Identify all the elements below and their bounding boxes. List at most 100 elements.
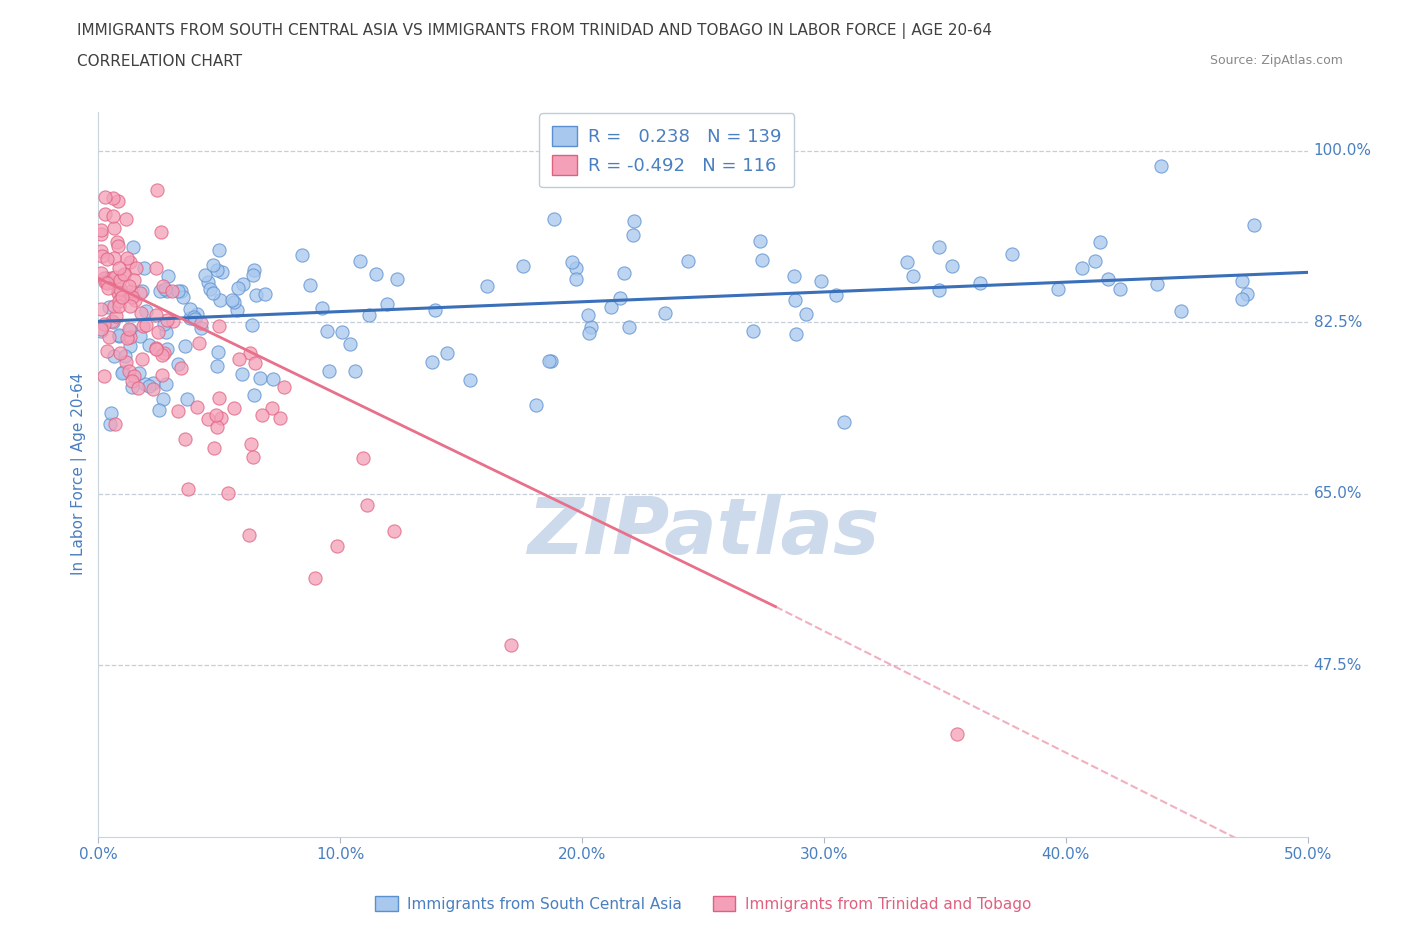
Point	[654, 305, 676, 320]
Point	[122, 368, 145, 383]
Point	[152, 392, 174, 406]
Point	[120, 255, 142, 270]
Point	[124, 292, 146, 307]
Point	[242, 449, 264, 464]
Point	[366, 267, 388, 282]
Point	[101, 191, 124, 206]
Point	[250, 407, 273, 422]
Point	[155, 341, 177, 356]
Point	[198, 282, 221, 297]
Point	[118, 329, 141, 344]
Point	[205, 407, 228, 422]
Point	[98, 274, 121, 289]
Point	[969, 275, 991, 290]
Point	[128, 365, 150, 380]
Point	[157, 269, 180, 284]
Point	[118, 279, 141, 294]
Point	[194, 267, 217, 282]
Point	[149, 284, 172, 299]
Point	[783, 293, 806, 308]
Point	[101, 313, 124, 328]
Point	[105, 309, 128, 324]
Point	[121, 373, 143, 388]
Point	[105, 235, 128, 250]
Point	[120, 284, 142, 299]
Point	[273, 379, 295, 394]
Point	[152, 279, 174, 294]
Point	[326, 538, 349, 553]
Point	[579, 320, 602, 335]
Point	[676, 254, 699, 269]
Point	[249, 370, 271, 385]
Point	[156, 312, 179, 327]
Text: ZIPatlas: ZIPatlas	[527, 495, 879, 570]
Point	[104, 417, 127, 432]
Point	[132, 318, 155, 333]
Point	[118, 323, 141, 338]
Point	[205, 263, 228, 278]
Point	[167, 403, 190, 418]
Point	[115, 330, 138, 345]
Point	[825, 287, 848, 302]
Point	[90, 223, 112, 238]
Point	[501, 637, 523, 652]
Point	[253, 286, 276, 301]
Point	[103, 315, 125, 330]
Text: Source: ZipAtlas.com: Source: ZipAtlas.com	[1209, 54, 1343, 67]
Point	[96, 251, 118, 266]
Point	[108, 328, 131, 343]
Point	[97, 281, 120, 296]
Point	[155, 377, 177, 392]
Point	[1230, 273, 1253, 288]
Point	[1236, 286, 1258, 301]
Point	[129, 286, 152, 300]
Point	[243, 387, 266, 402]
Point	[205, 419, 228, 434]
Point	[94, 206, 117, 221]
Point	[1070, 261, 1092, 276]
Point	[153, 346, 176, 361]
Point	[576, 308, 599, 323]
Point	[217, 485, 239, 500]
Legend: Immigrants from South Central Asia, Immigrants from Trinidad and Tobago: Immigrants from South Central Asia, Immi…	[368, 889, 1038, 918]
Point	[98, 329, 121, 344]
Point	[135, 318, 157, 333]
Text: 100.0%: 100.0%	[1313, 143, 1372, 158]
Point	[375, 297, 398, 312]
Point	[127, 380, 149, 395]
Point	[118, 299, 141, 313]
Point	[425, 302, 447, 317]
Point	[125, 261, 148, 276]
Point	[512, 259, 534, 273]
Point	[111, 365, 134, 379]
Point	[107, 260, 129, 275]
Point	[96, 276, 118, 291]
Point	[751, 252, 773, 267]
Point	[946, 726, 969, 741]
Point	[160, 284, 183, 299]
Point	[238, 527, 260, 542]
Point	[90, 324, 112, 339]
Point	[177, 482, 200, 497]
Point	[145, 261, 167, 276]
Point	[224, 295, 246, 310]
Point	[108, 345, 131, 360]
Point	[1108, 282, 1130, 297]
Point	[138, 379, 160, 393]
Point	[173, 432, 195, 446]
Text: IMMIGRANTS FROM SOUTH CENTRAL ASIA VS IMMIGRANTS FROM TRINIDAD AND TOBAGO IN LAB: IMMIGRANTS FROM SOUTH CENTRAL ASIA VS IM…	[77, 23, 993, 39]
Point	[142, 381, 165, 396]
Point	[1088, 234, 1111, 249]
Text: 82.5%: 82.5%	[1313, 315, 1362, 330]
Point	[1001, 246, 1024, 261]
Point	[138, 337, 160, 352]
Point	[382, 524, 405, 538]
Point	[458, 372, 481, 387]
Point	[179, 311, 201, 325]
Point	[208, 243, 231, 258]
Point	[209, 411, 232, 426]
Point	[537, 353, 560, 368]
Point	[1243, 218, 1265, 232]
Point	[93, 271, 115, 286]
Point	[941, 259, 963, 273]
